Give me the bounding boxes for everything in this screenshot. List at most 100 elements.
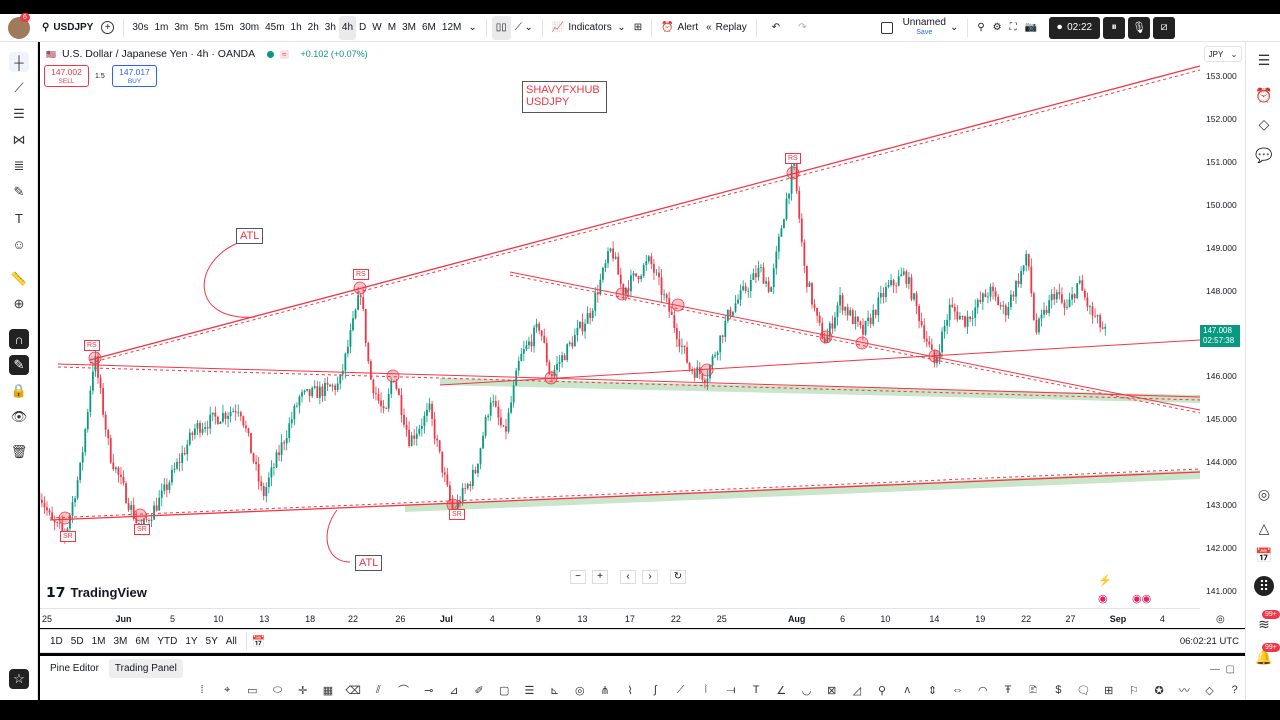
range-all[interactable]: All	[225, 635, 237, 647]
grip-icon[interactable]: ⁞	[200, 684, 204, 696]
flash-icon[interactable]: ⚡	[1098, 575, 1112, 587]
interval-12M[interactable]: 12M	[441, 22, 462, 33]
time-axis[interactable]: 25 Jun 5 10 13 18 22 26 Jul 4 9 13 17 22 25 Aug 6 10 14 19 2…	[40, 608, 1200, 628]
price-range-icon[interactable]: ⇕	[927, 684, 938, 697]
scroll-right-button[interactable]: ›	[642, 570, 658, 584]
fullscreen-button[interactable]: ⛶	[1006, 16, 1021, 40]
event-icon[interactable]: ◉	[1098, 593, 1108, 605]
forecast-icon[interactable]: 〰	[1178, 685, 1190, 697]
ideas-button[interactable]: △	[1254, 518, 1274, 538]
object-tree-button[interactable]: ◇	[1254, 114, 1274, 134]
templates-button[interactable]: ⊞	[630, 16, 646, 40]
chats-button[interactable]: 💬	[1254, 145, 1274, 165]
interval-30s[interactable]: 30s	[132, 22, 149, 33]
range-3m[interactable]: 3M	[113, 635, 128, 647]
crosshair-tool[interactable]: ┼	[9, 52, 29, 72]
snapshot-button[interactable]: 📷	[1021, 16, 1041, 40]
currency-selector[interactable]: JPY ⌄	[1204, 46, 1242, 62]
interval-D[interactable]: D	[359, 22, 367, 33]
cycle-icon[interactable]: ◠	[978, 684, 988, 697]
range-1d[interactable]: 1D	[50, 635, 63, 647]
brush-icon[interactable]: ✐	[474, 684, 484, 697]
camera-off-button[interactable]: ⧄	[1153, 16, 1176, 39]
comment-icon[interactable]: 🗨	[1076, 684, 1091, 697]
alerts-button[interactable]: ⏰	[1254, 85, 1274, 105]
ellipse-icon[interactable]: ⬭	[272, 683, 283, 696]
tab-pine-editor[interactable]: Pine Editor	[50, 663, 99, 674]
range-5y[interactable]: 5Y	[205, 635, 218, 647]
tab-trading-panel[interactable]: Trading Panel	[108, 659, 183, 678]
symbol-title[interactable]: U.S. Dollar / Japanese Yen · 4h · OANDA	[61, 48, 256, 60]
buy-button[interactable]: 147.017 BUY	[112, 65, 157, 87]
settings-button[interactable]: ⚙	[989, 16, 1006, 40]
ray-icon[interactable]: ⊸	[424, 684, 434, 697]
trend-line-tool[interactable]: ⟋	[9, 78, 29, 98]
text-icon[interactable]: T	[752, 684, 760, 696]
interval-2h[interactable]: 2h	[307, 22, 319, 33]
price-axis[interactable]: JPY ⌄ 153.000 152.000 151.000 150.000 149.000…	[1200, 42, 1245, 628]
news-feed-button[interactable]: ≋ 99+	[1254, 610, 1280, 634]
angle-icon[interactable]: ⊾	[550, 684, 560, 697]
quick-search-button[interactable]: ⚲	[973, 16, 988, 40]
indicators-button[interactable]: 📈 Indicators ⌄	[548, 16, 630, 40]
text-tool[interactable]: T	[9, 208, 29, 228]
range-1m[interactable]: 1M	[91, 635, 106, 647]
remove-drawings[interactable]: 🗑	[9, 442, 29, 462]
elliott-icon[interactable]: ⌇	[627, 684, 633, 697]
date-range-icon[interactable]: ⇔	[952, 684, 964, 696]
scroll-left-button[interactable]: ‹	[620, 570, 636, 584]
triangle-pattern-icon[interactable]: ⊿	[449, 684, 459, 697]
table-icon[interactable]: ⊞	[1104, 684, 1114, 697]
fib-tool[interactable]: ≣	[9, 156, 29, 176]
interval-5m[interactable]: 5m	[194, 22, 209, 33]
path-icon[interactable]: ⌒	[398, 685, 409, 697]
interval-3h[interactable]: 3h	[324, 22, 336, 33]
price-note-icon[interactable]: $	[1055, 684, 1062, 696]
utc-clock[interactable]: 06:02:21 UTC	[1179, 635, 1239, 647]
zoom-tool[interactable]: ⊕	[9, 294, 29, 314]
fork-icon[interactable]: ⋔	[600, 684, 610, 697]
crosshair-icon[interactable]: ✛	[298, 684, 308, 697]
redo-button[interactable]: ↷	[794, 16, 810, 40]
help-icon[interactable]: ?	[1231, 684, 1238, 696]
line-chart-type-button[interactable]: ⟋ ⌄	[511, 16, 537, 40]
atl-label-lower[interactable]: ATL	[355, 555, 383, 571]
tradingview-logo[interactable]: 𝟭𝟳 TradingView	[46, 584, 147, 601]
angle-tool-icon[interactable]: ∠	[776, 684, 787, 697]
lock-drawings[interactable]: 🔒	[9, 381, 29, 401]
stay-in-drawing-mode[interactable]: ✎	[9, 355, 29, 375]
magnet-tool[interactable]: ∩	[9, 329, 29, 349]
brush-tool[interactable]: ✎	[9, 182, 29, 202]
descending-trendline[interactable]	[509, 271, 1200, 411]
favorites-button[interactable]: ☆	[9, 669, 29, 689]
price-chart[interactable]	[40, 42, 1200, 608]
emoji-tool[interactable]: ☺	[9, 234, 29, 254]
interval-1m[interactable]: 1m	[154, 22, 169, 33]
save-link[interactable]: Save	[916, 28, 933, 36]
interval-1h[interactable]: 1h	[290, 22, 302, 33]
layout-dropdown[interactable]: ⌄	[946, 16, 962, 40]
interval-4h[interactable]: 4h	[338, 15, 357, 40]
range-ytd[interactable]: YTD	[157, 635, 178, 647]
gann-box-icon[interactable]: ⊠	[827, 684, 837, 697]
anchored-text-icon[interactable]: Ŧ	[1004, 684, 1012, 696]
pin-icon[interactable]: ⌖	[224, 683, 231, 696]
trading-button[interactable]: ◎	[1254, 484, 1274, 504]
vertical-line-icon[interactable]: ⦚	[704, 683, 707, 696]
hide-drawings[interactable]: 👁	[9, 407, 29, 427]
resistance-trendline[interactable]	[89, 65, 1200, 361]
chart-pane[interactable]: 🇺🇸 U.S. Dollar / Japanese Yen · 4h · OAN…	[40, 42, 1200, 608]
horizontal-trendline[interactable]	[57, 363, 1200, 398]
calendar-button[interactable]: 📅	[1254, 545, 1274, 565]
pattern-tool[interactable]: ⋈	[9, 130, 29, 150]
zoom-in-button[interactable]: +	[592, 570, 608, 584]
layout-checkbox[interactable]	[877, 16, 897, 40]
badge-icon[interactable]: ✪	[1154, 684, 1164, 697]
note-icon[interactable]: 🗈	[1029, 683, 1038, 696]
recording-stop-button[interactable]: ⏺ 02:22	[1049, 16, 1101, 39]
rectangle-icon[interactable]: ▢	[499, 684, 510, 697]
curve-icon[interactable]: ∫	[653, 684, 657, 696]
support-trendline[interactable]	[49, 471, 1200, 521]
microphone-button[interactable]: 🎙	[1128, 16, 1151, 39]
fib-lines-icon[interactable]: ☰	[524, 684, 535, 697]
